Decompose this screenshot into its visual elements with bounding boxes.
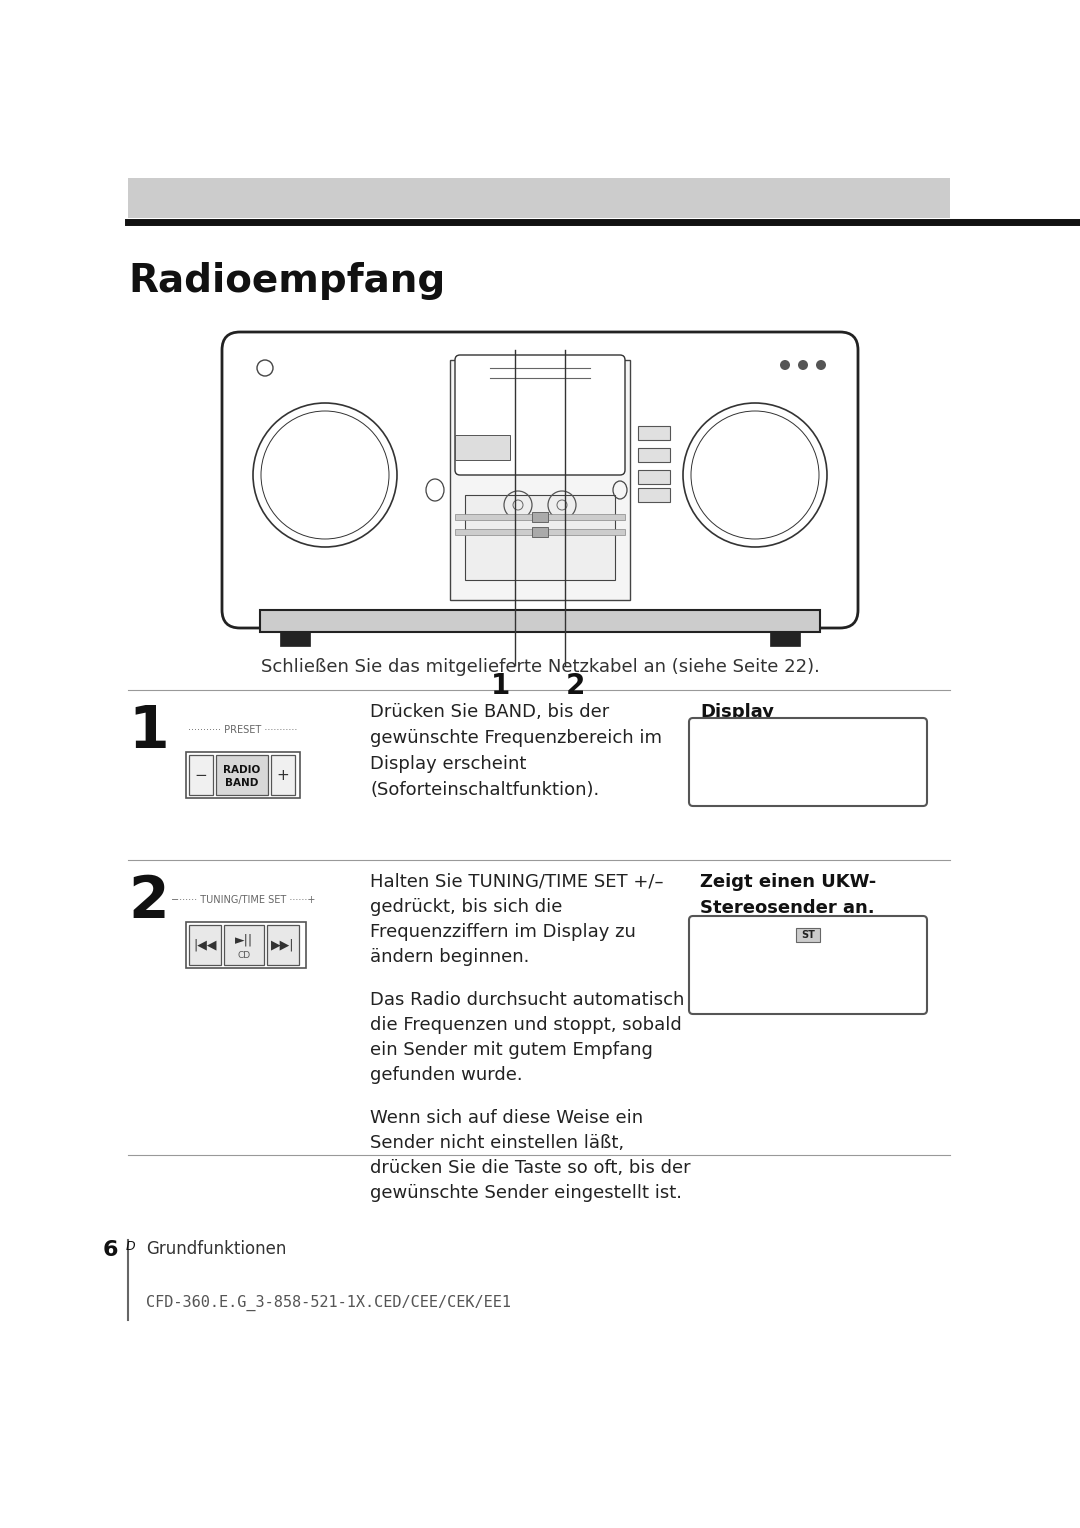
Bar — [450, 361, 630, 601]
Bar — [532, 512, 548, 523]
Bar — [186, 921, 306, 969]
Text: Sender nicht einstellen läßt,: Sender nicht einstellen läßt, — [370, 1134, 624, 1152]
Bar — [638, 448, 670, 461]
Text: ▶▶|: ▶▶| — [271, 938, 295, 952]
Bar — [796, 927, 820, 941]
FancyBboxPatch shape — [689, 915, 927, 1015]
Text: +: + — [276, 767, 289, 782]
Text: Zeigt einen UKW-: Zeigt einen UKW- — [700, 872, 876, 891]
Text: Wenn sich auf diese Weise ein: Wenn sich auf diese Weise ein — [370, 1109, 643, 1128]
Bar — [638, 487, 670, 503]
Text: Frequenzziffern im Display zu: Frequenzziffern im Display zu — [370, 923, 636, 941]
FancyBboxPatch shape — [222, 332, 858, 628]
FancyBboxPatch shape — [455, 354, 625, 475]
Bar — [129, 177, 950, 219]
Bar — [532, 527, 548, 536]
Text: die Frequenzen und stoppt, sobald: die Frequenzen und stoppt, sobald — [370, 1016, 681, 1034]
Bar — [189, 924, 221, 966]
Text: Display erscheint: Display erscheint — [370, 755, 526, 773]
Bar — [186, 752, 300, 798]
Circle shape — [780, 361, 789, 370]
Text: Radioempfang: Radioempfang — [129, 261, 445, 299]
Text: Stereosender an.: Stereosender an. — [700, 898, 875, 917]
Text: Drücken Sie BAND, bis der: Drücken Sie BAND, bis der — [370, 703, 609, 721]
Text: ►||: ►|| — [235, 934, 253, 946]
Text: CFD-360.E.G_3-858-521-1X.CED/CEE/CEK/EE1: CFD-360.E.G_3-858-521-1X.CED/CEE/CEK/EE1 — [146, 1296, 511, 1311]
Text: Display: Display — [700, 703, 774, 721]
Bar — [260, 610, 820, 633]
Text: Schließen Sie das mitgelieferte Netzkabel an (siehe Seite 22).: Schließen Sie das mitgelieferte Netzkabe… — [260, 659, 820, 675]
Bar — [638, 471, 670, 484]
Circle shape — [816, 361, 826, 370]
Bar — [455, 529, 625, 535]
Text: ein Sender mit gutem Empfang: ein Sender mit gutem Empfang — [370, 1041, 653, 1059]
Text: 1: 1 — [129, 703, 168, 759]
Bar — [271, 755, 295, 795]
Text: (Soforteinschaltfunktion).: (Soforteinschaltfunktion). — [370, 781, 599, 799]
Bar — [280, 633, 310, 646]
Text: gefunden wurde.: gefunden wurde. — [370, 1067, 523, 1083]
Text: FM  89.20: FM 89.20 — [711, 953, 906, 987]
FancyBboxPatch shape — [689, 718, 927, 805]
Text: ··········· PRESET ···········: ··········· PRESET ··········· — [188, 724, 298, 735]
Text: RADIO: RADIO — [224, 766, 260, 775]
Bar — [224, 924, 264, 966]
Bar — [267, 924, 299, 966]
Bar — [770, 633, 800, 646]
Text: AM  10 17: AM 10 17 — [717, 746, 899, 778]
Text: BAND: BAND — [226, 778, 259, 788]
Text: ST: ST — [801, 931, 815, 940]
Bar — [638, 426, 670, 440]
Text: 2: 2 — [565, 672, 584, 700]
Text: −······ TUNING/TIME SET ······+: −······ TUNING/TIME SET ······+ — [171, 895, 315, 905]
Bar — [465, 495, 615, 581]
Text: Halten Sie TUNING/TIME SET +/–: Halten Sie TUNING/TIME SET +/– — [370, 872, 663, 891]
Text: 2: 2 — [129, 872, 168, 931]
Text: D: D — [126, 1241, 136, 1253]
Text: CD: CD — [238, 952, 251, 961]
Text: Grundfunktionen: Grundfunktionen — [146, 1241, 286, 1258]
Text: −: − — [194, 767, 207, 782]
Text: |◀◀: |◀◀ — [193, 938, 217, 952]
Text: 6: 6 — [103, 1241, 118, 1261]
Text: Das Radio durchsucht automatisch: Das Radio durchsucht automatisch — [370, 992, 685, 1008]
Text: gewünschte Sender eingestellt ist.: gewünschte Sender eingestellt ist. — [370, 1184, 681, 1203]
Bar — [189, 755, 213, 795]
Bar — [216, 755, 268, 795]
Text: ändern beginnen.: ändern beginnen. — [370, 947, 529, 966]
Bar — [455, 435, 510, 460]
Text: drücken Sie die Taste so oft, bis der: drücken Sie die Taste so oft, bis der — [370, 1160, 690, 1177]
Text: 1: 1 — [491, 672, 511, 700]
Text: gewünschte Frequenzbereich im: gewünschte Frequenzbereich im — [370, 729, 662, 747]
Text: gedrückt, bis sich die: gedrückt, bis sich die — [370, 898, 563, 915]
Bar — [455, 513, 625, 520]
Circle shape — [798, 361, 808, 370]
